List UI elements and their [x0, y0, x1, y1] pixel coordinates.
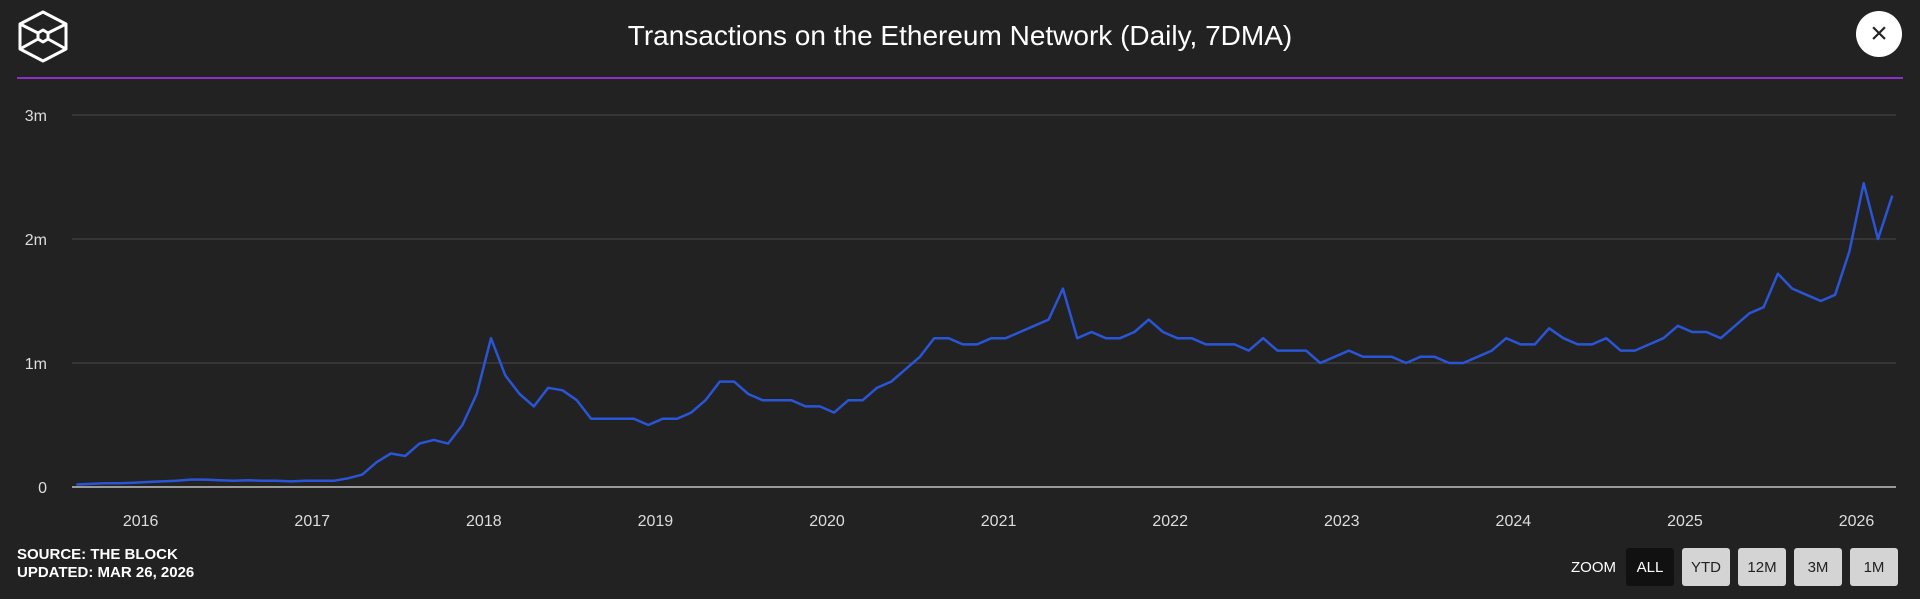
- zoom-controls: ZOOM ALL YTD 12M 3M 1M: [1571, 548, 1898, 586]
- x-tick-label: 2021: [981, 513, 1017, 530]
- x-tick-label: 2022: [1152, 513, 1188, 530]
- zoom-3m-button[interactable]: 3M: [1794, 548, 1842, 586]
- y-tick-label: 3m: [25, 108, 47, 125]
- zoom-1m-button[interactable]: 1M: [1850, 548, 1898, 586]
- x-tick-label: 2026: [1839, 513, 1875, 530]
- x-tick-label: 2025: [1667, 513, 1703, 530]
- x-tick-label: 2023: [1324, 513, 1360, 530]
- zoom-label: ZOOM: [1571, 558, 1616, 576]
- series-line-transactions: [76, 181, 1894, 486]
- zoom-12m-button[interactable]: 12M: [1738, 548, 1786, 586]
- close-button[interactable]: ×: [1856, 11, 1902, 57]
- x-tick-label: 2017: [294, 513, 330, 530]
- x-tick-label: 2018: [466, 513, 502, 530]
- source-note: SOURCE: THE BLOCK UPDATED: MAR 26, 2026: [17, 546, 194, 582]
- line-chart: 0 1m 2m 3m 2016 2017 2018 2019 2020 2021 2022 2023 2…: [25, 108, 1896, 530]
- y-tick-label: 0: [38, 480, 47, 497]
- x-tick-label: 2016: [123, 513, 159, 530]
- x-tick-label: 2020: [809, 513, 845, 530]
- x-tick-label: 2024: [1496, 513, 1532, 530]
- source-text: SOURCE: THE BLOCK: [17, 546, 178, 563]
- updated-text: UPDATED: MAR 26, 2026: [17, 564, 195, 581]
- x-tick-label: 2019: [638, 513, 674, 530]
- zoom-all-button[interactable]: ALL: [1626, 548, 1674, 586]
- title-divider: [17, 77, 1903, 79]
- chart-title: Transactions on the Ethereum Network (Da…: [627, 20, 1293, 51]
- the-block-logo: [18, 10, 68, 63]
- zoom-ytd-button[interactable]: YTD: [1682, 548, 1730, 586]
- y-tick-label: 2m: [25, 232, 47, 249]
- y-tick-label: 1m: [25, 356, 47, 373]
